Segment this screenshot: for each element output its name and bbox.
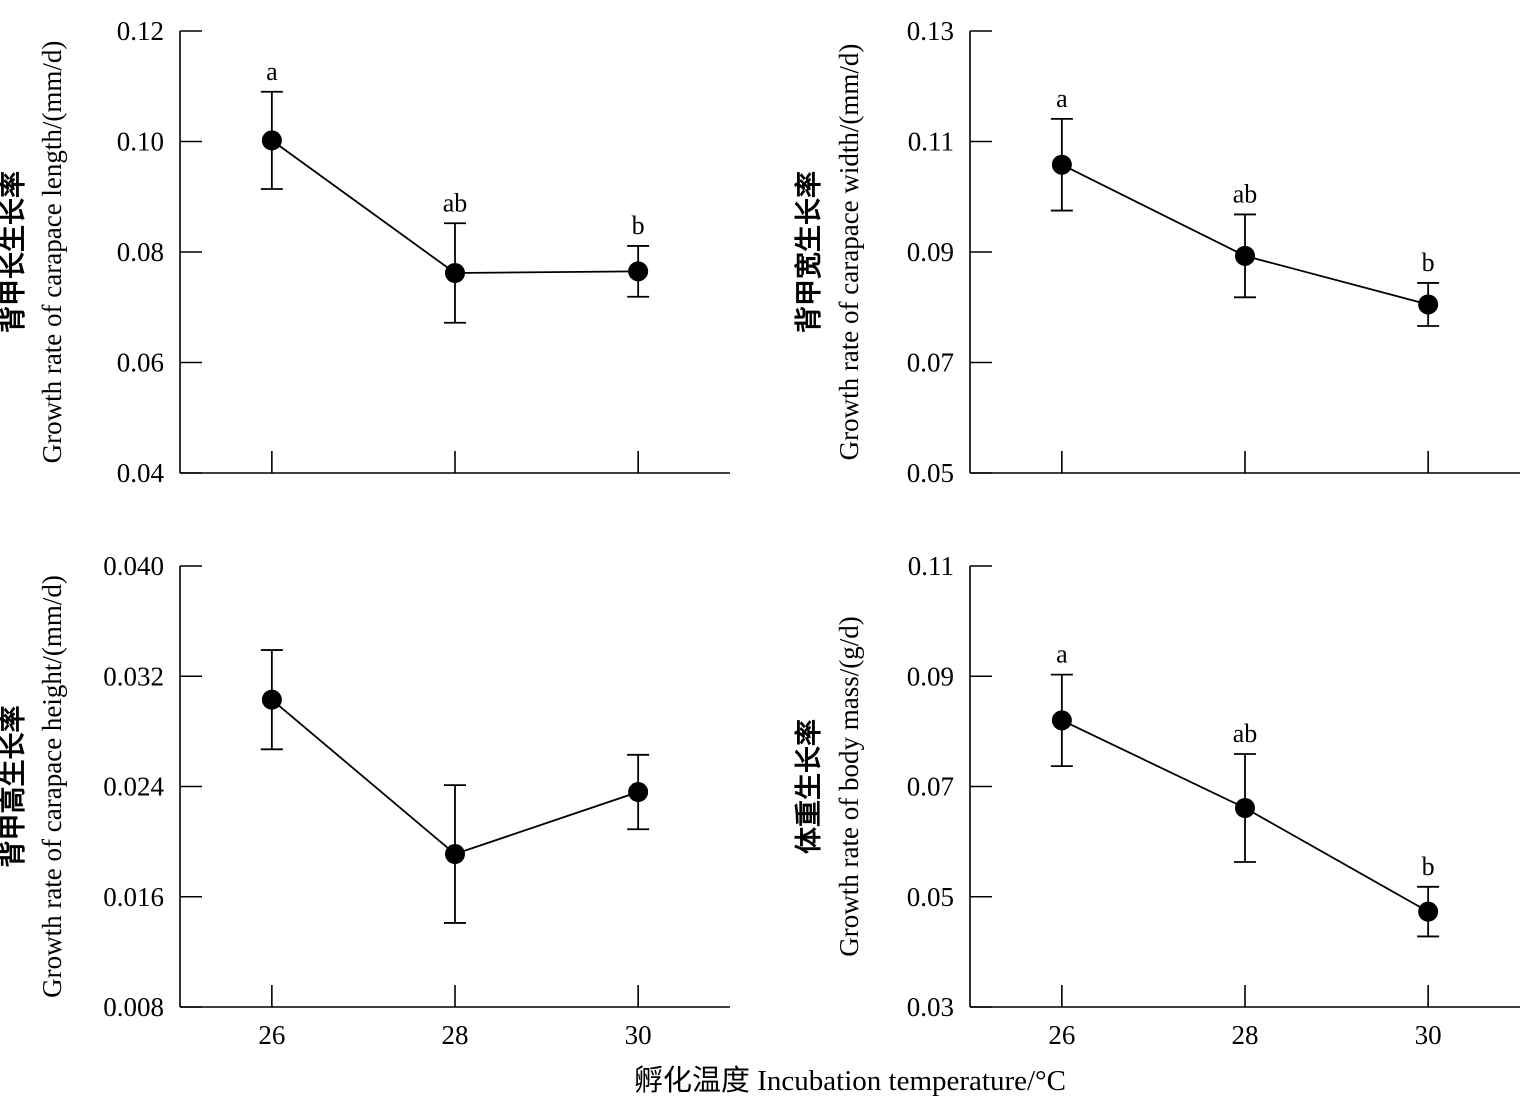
data-point bbox=[1418, 294, 1439, 315]
significance-label: b bbox=[1422, 852, 1435, 881]
chart-panel-1: 0.04 0.06 0.08 0.10 0.12 背甲长生长率 Growth rate of… bbox=[0, 16, 730, 488]
data-point bbox=[628, 261, 649, 282]
significance-label: a bbox=[1056, 640, 1068, 669]
y-tick-label: 0.04 bbox=[117, 458, 165, 488]
y-tick-label: 0.05 bbox=[907, 882, 954, 912]
y-axis-label-en: Growth rate of carapace length/(mm/d) bbox=[37, 41, 67, 464]
significance-label: b bbox=[1422, 248, 1435, 277]
significance-label: ab bbox=[1233, 719, 1258, 748]
data-point bbox=[445, 844, 465, 865]
x-tick-label: 28 bbox=[442, 1020, 469, 1050]
chart-panel-4: 0.03 0.05 0.07 0.09 0.11 26 28 30 体重生长率 Growth ra… bbox=[793, 551, 1520, 1050]
data-point bbox=[1418, 901, 1439, 922]
x-axis-title: 孵化温度 Incubation temperature/°C bbox=[634, 1064, 1066, 1097]
y-tick-label: 0.08 bbox=[117, 237, 164, 267]
data-point bbox=[261, 130, 282, 151]
data-point bbox=[1235, 245, 1255, 266]
x-tick-label: 30 bbox=[625, 1020, 652, 1050]
y-tick-label: 0.13 bbox=[907, 16, 954, 46]
x-tick-label: 30 bbox=[1415, 1020, 1442, 1050]
y-tick-label: 0.09 bbox=[907, 661, 954, 691]
y-tick-label: 0.12 bbox=[117, 16, 164, 46]
data-point bbox=[261, 689, 282, 710]
y-axis-label-cn: 背甲高生长率 bbox=[0, 706, 28, 868]
x-tick-label: 26 bbox=[258, 1020, 285, 1050]
data-point bbox=[1051, 710, 1072, 731]
data-point bbox=[445, 262, 465, 283]
chart-panel-2: 0.05 0.07 0.09 0.11 0.13 背甲宽生长率 Growth rate of… bbox=[793, 16, 1520, 488]
y-tick-label: 0.03 bbox=[907, 992, 954, 1022]
y-tick-label: 0.10 bbox=[117, 127, 164, 157]
y-tick-label: 0.07 bbox=[907, 348, 954, 378]
y-tick-label: 0.024 bbox=[103, 772, 164, 802]
panels: 0.04 0.06 0.08 0.10 0.12 背甲长生长率 Growth rate of… bbox=[0, 16, 1520, 1050]
y-tick-label: 0.11 bbox=[908, 127, 954, 157]
chart-panel-3: 0.008 0.016 0.024 0.032 0.040 26 28 30 背甲高生长率 Gro… bbox=[0, 551, 730, 1050]
y-axis-label-cn: 背甲宽生长率 bbox=[793, 171, 824, 333]
y-tick-label: 0.05 bbox=[907, 458, 954, 488]
x-tick-label: 26 bbox=[1048, 1020, 1075, 1050]
y-tick-label: 0.032 bbox=[103, 661, 164, 691]
y-axis-label-cn: 背甲长生长率 bbox=[0, 171, 28, 333]
y-tick-label: 0.11 bbox=[908, 551, 954, 581]
y-tick-label: 0.016 bbox=[103, 882, 164, 912]
x-tick-label: 28 bbox=[1232, 1020, 1259, 1050]
y-tick-label: 0.07 bbox=[907, 772, 954, 802]
y-axis-label-en: Growth rate of carapace width/(mm/d) bbox=[834, 44, 864, 461]
significance-label: a bbox=[1056, 84, 1068, 113]
significance-label: ab bbox=[443, 188, 468, 217]
data-point bbox=[628, 782, 649, 803]
data-point bbox=[1051, 154, 1072, 175]
y-axis-label-en: Growth rate of carapace height/(mm/d) bbox=[37, 575, 67, 998]
significance-label: b bbox=[632, 211, 645, 240]
y-tick-label: 0.09 bbox=[907, 237, 954, 267]
y-axis-label-cn: 体重生长率 bbox=[793, 719, 824, 854]
y-tick-label: 0.06 bbox=[117, 348, 164, 378]
significance-label: ab bbox=[1233, 179, 1258, 208]
significance-label: a bbox=[266, 57, 278, 86]
data-point bbox=[1235, 797, 1255, 818]
y-tick-label: 0.040 bbox=[103, 551, 164, 581]
y-axis-label-en: Growth rate of body mass/(g/d) bbox=[834, 616, 864, 956]
y-tick-label: 0.008 bbox=[103, 992, 164, 1022]
